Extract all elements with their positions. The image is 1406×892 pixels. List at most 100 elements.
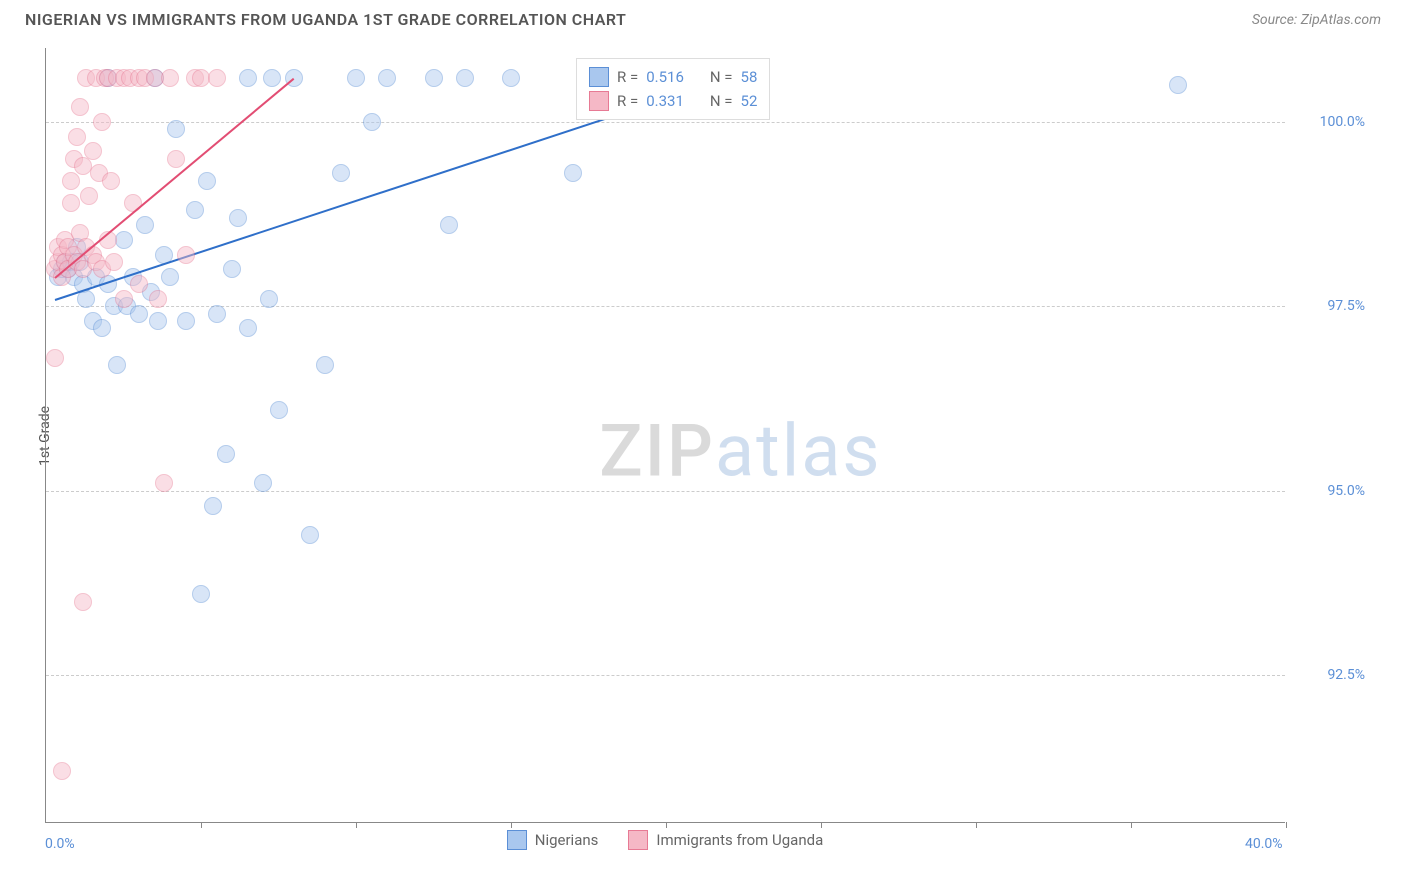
data-point-uganda: [71, 98, 89, 116]
data-point-nigerians: [263, 69, 281, 87]
data-point-nigerians: [260, 290, 278, 308]
data-point-nigerians: [270, 401, 288, 419]
data-point-nigerians: [149, 312, 167, 330]
data-point-uganda: [167, 150, 185, 168]
data-point-nigerians: [93, 319, 111, 337]
x-tick-mark: [201, 822, 202, 828]
y-tick-label: 92.5%: [1295, 667, 1365, 683]
x-tick-mark: [356, 822, 357, 828]
y-tick-label: 95.0%: [1295, 483, 1365, 499]
y-tick-label: 97.5%: [1295, 298, 1365, 314]
data-point-uganda: [53, 762, 71, 780]
data-point-nigerians: [115, 231, 133, 249]
data-point-nigerians: [239, 69, 257, 87]
legend-swatch-nigerians: [507, 830, 527, 850]
data-point-nigerians: [316, 356, 334, 374]
data-point-nigerians: [239, 319, 257, 337]
legend-swatch-nigerians: [589, 67, 609, 87]
data-point-nigerians: [130, 305, 148, 323]
legend-label: Nigerians: [535, 831, 599, 849]
data-point-nigerians: [204, 497, 222, 515]
gridline-h: [46, 675, 1285, 676]
x-tick-mark: [821, 822, 822, 828]
legend-r-value: 0.331: [646, 92, 684, 110]
legend-stats: R = 0.516 N = 58 R = 0.331 N = 52: [576, 58, 770, 120]
legend-swatch-uganda: [628, 830, 648, 850]
source-attribution: Source: ZipAtlas.com: [1252, 12, 1381, 28]
data-point-uganda: [80, 187, 98, 205]
data-point-uganda: [46, 349, 64, 367]
watermark: ZIPatlas: [599, 409, 881, 494]
x-tick-mark: [1286, 822, 1287, 828]
data-point-nigerians: [198, 172, 216, 190]
legend-swatch-uganda: [589, 91, 609, 111]
data-point-nigerians: [161, 268, 179, 286]
data-point-uganda: [208, 69, 226, 87]
data-point-nigerians: [301, 526, 319, 544]
data-point-nigerians: [254, 474, 272, 492]
data-point-uganda: [93, 113, 111, 131]
y-tick-label: 100.0%: [1295, 114, 1365, 130]
data-point-uganda: [62, 194, 80, 212]
data-point-nigerians: [564, 164, 582, 182]
data-point-nigerians: [208, 305, 226, 323]
header: NIGERIAN VS IMMIGRANTS FROM UGANDA 1ST G…: [0, 0, 1406, 37]
x-tick-mark: [1131, 822, 1132, 828]
x-tick-mark: [511, 822, 512, 828]
x-tick-mark: [976, 822, 977, 828]
data-point-nigerians: [502, 69, 520, 87]
data-point-nigerians: [332, 164, 350, 182]
data-point-nigerians: [217, 445, 235, 463]
legend-n-label: N =: [710, 68, 733, 86]
data-point-uganda: [130, 275, 148, 293]
legend-item-uganda: Immigrants from Uganda: [628, 830, 823, 850]
data-point-uganda: [149, 290, 167, 308]
data-point-nigerians: [186, 201, 204, 219]
data-point-uganda: [102, 172, 120, 190]
chart-title: NIGERIAN VS IMMIGRANTS FROM UGANDA 1ST G…: [25, 10, 626, 29]
data-point-uganda: [155, 474, 173, 492]
data-point-nigerians: [192, 585, 210, 603]
chart-container: 1st Grade ZIPatlas 92.5%95.0%97.5%100.0%…: [45, 48, 1370, 823]
legend-n-value: 52: [741, 92, 758, 110]
legend-r-value: 0.516: [646, 68, 684, 86]
legend-item-nigerians: Nigerians: [507, 830, 599, 850]
data-point-uganda: [84, 142, 102, 160]
watermark-zip: ZIP: [599, 409, 715, 494]
data-point-nigerians: [425, 69, 443, 87]
legend-stats-row-nigerians: R = 0.516 N = 58: [589, 65, 757, 89]
gridline-h: [46, 306, 1285, 307]
data-point-nigerians: [136, 216, 154, 234]
legend-label: Immigrants from Uganda: [656, 831, 823, 849]
data-point-uganda: [68, 128, 86, 146]
x-tick-mark: [666, 822, 667, 828]
legend-r-label: R =: [617, 68, 638, 86]
data-point-nigerians: [108, 356, 126, 374]
legend-n-value: 58: [741, 68, 758, 86]
data-point-nigerians: [229, 209, 247, 227]
data-point-uganda: [115, 290, 133, 308]
gridline-h: [46, 122, 1285, 123]
data-point-uganda: [124, 194, 142, 212]
data-point-nigerians: [167, 120, 185, 138]
legend-r-label: R =: [617, 92, 638, 110]
legend-n-label: N =: [710, 92, 733, 110]
legend-stats-row-uganda: R = 0.331 N = 52: [589, 89, 757, 113]
legend-series: Nigerians Immigrants from Uganda: [45, 830, 1285, 850]
data-point-nigerians: [378, 69, 396, 87]
data-point-nigerians: [223, 260, 241, 278]
data-point-nigerians: [456, 69, 474, 87]
plot-area: ZIPatlas 92.5%95.0%97.5%100.0%R =0.516N …: [45, 48, 1285, 823]
data-point-nigerians: [363, 113, 381, 131]
data-point-nigerians: [177, 312, 195, 330]
data-point-nigerians: [1169, 76, 1187, 94]
gridline-h: [46, 491, 1285, 492]
data-point-nigerians: [347, 69, 365, 87]
data-point-uganda: [105, 253, 123, 271]
data-point-uganda: [74, 593, 92, 611]
data-point-nigerians: [440, 216, 458, 234]
data-point-uganda: [161, 69, 179, 87]
watermark-atlas: atlas: [715, 409, 882, 494]
data-point-uganda: [177, 246, 195, 264]
data-point-uganda: [62, 172, 80, 190]
